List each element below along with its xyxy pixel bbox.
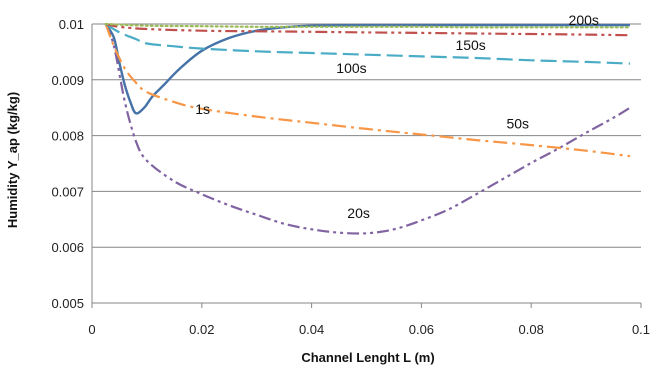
y-tick-label: 0.008 bbox=[51, 129, 84, 144]
series-label-1s: 1s bbox=[195, 101, 210, 117]
x-axis-title: Channel Lenght L (m) bbox=[301, 350, 434, 365]
x-axis-ticks: 0 0.02 0.04 0.06 0.08 0.1 bbox=[88, 303, 650, 337]
y-tick-label: 0.006 bbox=[51, 240, 84, 255]
series-label-150s: 150s bbox=[455, 37, 485, 53]
series-lines bbox=[104, 22, 632, 235]
series-label-20s: 20s bbox=[347, 205, 370, 221]
series-line-150s bbox=[105, 22, 631, 37]
series-label-100s: 100s bbox=[336, 60, 366, 76]
x-tick-label: 0.06 bbox=[409, 322, 434, 337]
y-tick-label: 0.01 bbox=[59, 17, 84, 32]
x-tick-label: 0.02 bbox=[189, 322, 214, 337]
x-tick-label: 0.08 bbox=[519, 322, 544, 337]
series-labels: 1s 20s 50s 100s 150s 200s bbox=[195, 12, 599, 221]
series-label-50s: 50s bbox=[506, 115, 529, 131]
y-tick-label: 0.007 bbox=[51, 184, 84, 199]
series-line-20s bbox=[104, 23, 631, 235]
x-tick-label: 0.1 bbox=[632, 322, 650, 337]
y-axis-title: Humidity Y_ap (kg/kg) bbox=[5, 92, 20, 228]
series-line-50s bbox=[104, 23, 631, 158]
x-tick-label: 0.04 bbox=[299, 322, 324, 337]
x-tick-label: 0 bbox=[88, 322, 95, 337]
y-tick-label: 0.005 bbox=[51, 296, 84, 311]
series-line-100s bbox=[105, 23, 631, 65]
y-axis-ticks: 0.005 0.006 0.007 0.008 0.009 0.01 bbox=[51, 17, 84, 311]
series-line-200s bbox=[104, 22, 632, 29]
series-line-1s bbox=[104, 23, 630, 115]
y-tick-label: 0.009 bbox=[51, 73, 84, 88]
series-label-200s: 200s bbox=[569, 12, 599, 28]
